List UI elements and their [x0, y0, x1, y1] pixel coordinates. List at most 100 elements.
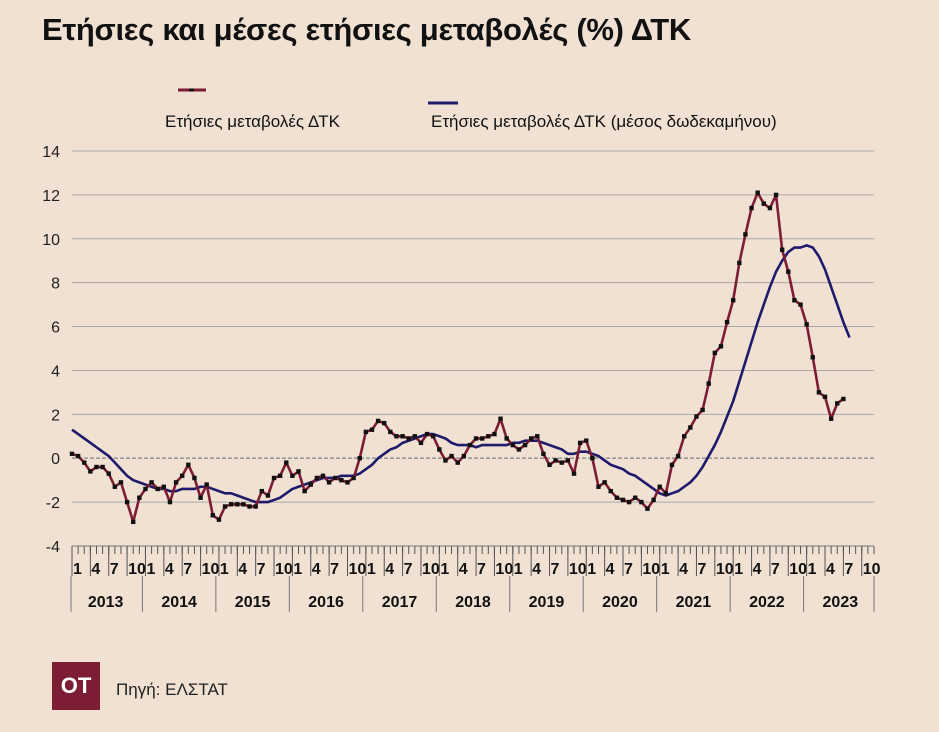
data-point	[290, 473, 295, 478]
y-tick-label: 8	[51, 276, 60, 293]
data-point	[737, 260, 742, 266]
data-point	[124, 499, 130, 505]
data-point	[492, 431, 497, 437]
data-point	[547, 462, 552, 468]
data-point	[504, 436, 509, 441]
x-year-label: 2022	[749, 594, 785, 611]
data-point	[724, 319, 730, 325]
data-point	[810, 355, 815, 360]
data-point	[412, 434, 418, 439]
series-line-average	[71, 244, 851, 504]
data-point	[516, 447, 522, 452]
data-point	[339, 477, 344, 483]
y-tick-label: 12	[42, 188, 60, 205]
x-tick-label: 7	[551, 561, 560, 578]
y-tick-label: -2	[46, 495, 60, 512]
y-axis: -4 -2 0 2 4 6 8 10 12 14	[42, 144, 60, 556]
x-year-label: 2020	[602, 594, 638, 611]
data-point	[424, 431, 430, 437]
data-point	[835, 401, 840, 406]
data-point	[682, 434, 687, 439]
data-point	[443, 458, 448, 463]
x-year-label: 2015	[235, 594, 271, 611]
data-point	[118, 480, 124, 485]
data-point	[822, 394, 828, 399]
data-point	[210, 513, 216, 518]
data-point	[216, 517, 222, 522]
x-tick-label: 7	[844, 561, 853, 578]
data-point	[700, 407, 705, 413]
x-tick-label: 1	[440, 561, 449, 578]
data-point	[155, 486, 160, 492]
data-point	[767, 205, 773, 211]
data-point	[437, 447, 442, 452]
data-point	[602, 480, 607, 485]
data-point	[388, 429, 393, 435]
data-point	[669, 462, 675, 468]
data-point	[375, 418, 381, 424]
data-point	[198, 495, 203, 500]
data-point	[590, 456, 595, 461]
data-point	[828, 416, 834, 421]
data-point	[688, 425, 693, 430]
data-point	[596, 484, 601, 489]
y-tick-label: 14	[42, 144, 60, 161]
x-tick-label: 7	[477, 561, 486, 578]
data-point	[326, 480, 332, 485]
data-point	[277, 473, 283, 478]
x-tick-label: 4	[165, 561, 174, 578]
data-point	[253, 504, 258, 509]
data-point	[369, 427, 375, 432]
data-point	[228, 502, 234, 507]
data-point	[112, 484, 118, 489]
data-point	[718, 344, 724, 349]
data-point	[259, 488, 264, 494]
data-point	[357, 456, 362, 461]
data-point	[284, 460, 289, 465]
legend-label-annual: Ετήσιες μεταβολές ΔΤΚ	[165, 112, 341, 131]
data-point	[143, 486, 148, 492]
data-point	[626, 499, 632, 505]
x-tick-label: 1	[293, 561, 302, 578]
y-tick-label: 6	[51, 320, 60, 337]
data-point	[749, 205, 754, 211]
x-year-label: 2019	[529, 594, 565, 611]
data-point	[804, 322, 809, 327]
x-tick-label: 1	[734, 561, 743, 578]
data-point	[418, 440, 424, 446]
x-tick-label: 7	[624, 561, 633, 578]
chart-title: Ετήσιες και μέσες ετήσιες μεταβολές (%) …	[42, 12, 691, 47]
data-point	[75, 453, 81, 459]
data-point	[553, 458, 558, 463]
x-tick-label: 10	[789, 561, 807, 578]
x-tick-label: 10	[275, 561, 293, 578]
data-point	[651, 497, 656, 503]
data-point	[657, 484, 662, 489]
series-layer	[69, 190, 851, 525]
data-point	[204, 482, 209, 487]
data-point	[798, 302, 803, 307]
data-point	[69, 451, 75, 457]
x-tick-label: 1	[514, 561, 523, 578]
data-point	[308, 482, 313, 487]
x-tick-label: 4	[826, 561, 835, 578]
x-tick-label: 4	[532, 561, 541, 578]
x-tick-label: 10	[642, 561, 660, 578]
x-tick-label: 10	[863, 561, 881, 578]
data-point	[467, 442, 473, 448]
x-year-label: 2017	[382, 594, 418, 611]
data-point	[510, 442, 515, 448]
data-point	[394, 434, 399, 439]
legend: Ετήσιες μεταβολές ΔΤΚ Ετήσιες μεταβολές …	[165, 88, 777, 131]
data-point	[320, 473, 326, 478]
data-point	[559, 460, 564, 465]
x-tick-label: 4	[679, 561, 688, 578]
x-tick-label: 1	[220, 561, 229, 578]
data-point	[406, 436, 411, 441]
x-tick-label: 10	[716, 561, 734, 578]
source-note: Πηγή: ΕΛΣΤΑΤ	[116, 680, 228, 699]
x-tick-label: 7	[330, 561, 339, 578]
data-point	[473, 436, 479, 441]
